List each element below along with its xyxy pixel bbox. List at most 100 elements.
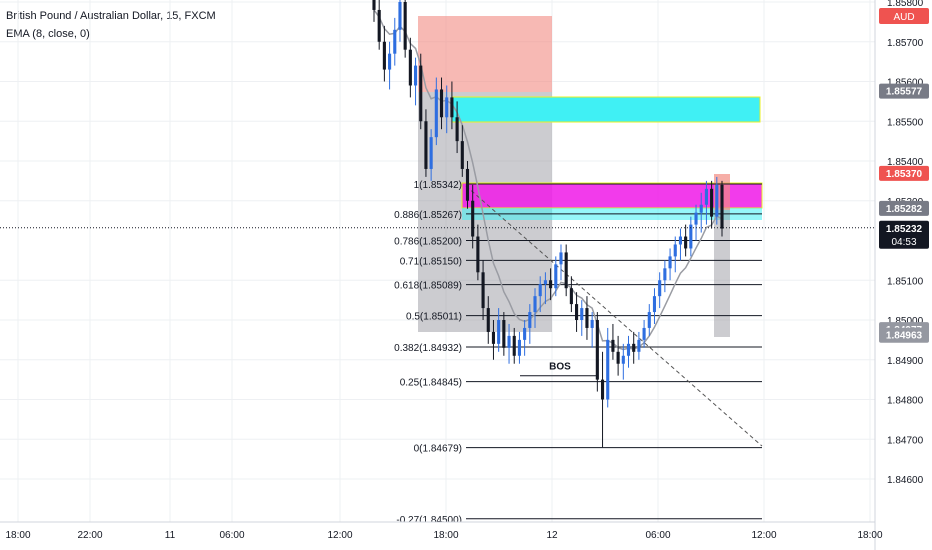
candle-body <box>720 184 724 229</box>
candle-body <box>382 41 386 70</box>
bos-label: BOS <box>549 362 571 373</box>
candle-body <box>642 327 646 340</box>
candle-body <box>429 137 433 169</box>
candle-body <box>445 97 449 118</box>
candle-body <box>486 308 490 332</box>
candle-body <box>517 339 521 356</box>
candle-body <box>450 97 454 118</box>
time-tick: 18:00 <box>5 530 30 541</box>
candle-body <box>616 351 620 364</box>
candle-body <box>465 168 470 201</box>
price-label-bg <box>879 327 929 343</box>
fib-level-label: 0.886(1.85267) <box>394 210 462 221</box>
candle-body <box>455 117 459 142</box>
candle-body <box>663 268 667 281</box>
time-tick: 12:00 <box>751 530 776 541</box>
price-label: 1.85577 <box>886 87 923 98</box>
time-tick: 12 <box>546 530 558 541</box>
indicator-legend[interactable]: EMA (8, close, 0) <box>6 28 90 40</box>
ema-line <box>373 9 723 351</box>
candle-body <box>491 331 496 344</box>
candle-body <box>549 280 553 289</box>
fib-level-label: 0.382(1.84932) <box>394 343 462 354</box>
candle-body <box>403 2 407 50</box>
bos-annotation[interactable]: BOS <box>520 362 596 377</box>
price-tick: 1.85700 <box>887 38 924 49</box>
candle-body <box>559 252 563 265</box>
candle-body <box>408 49 412 86</box>
candle-body <box>398 2 402 30</box>
price-tick: 1.84600 <box>887 475 924 486</box>
candle-body <box>439 89 444 118</box>
candle-body <box>507 335 511 348</box>
countdown-label: 04:53 <box>891 237 916 248</box>
candle-body <box>580 308 584 320</box>
candle-body <box>658 280 662 297</box>
trendline[interactable] <box>465 185 763 447</box>
fib-level-label: 0(1.84679) <box>414 444 462 455</box>
candle-body <box>715 184 719 217</box>
candle-body <box>476 236 480 273</box>
chart-title: British Pound / Australian Dollar, 15, F… <box>6 10 216 22</box>
time-axis[interactable]: 18:00 22:00 11 06:00 12:00 18:00 12 06:00 12:00 1… <box>0 0 883 550</box>
time-tick: 12:00 <box>327 530 352 541</box>
candle-body <box>600 379 605 400</box>
candle-body <box>554 264 558 289</box>
candle-body <box>377 9 381 42</box>
candle-body <box>471 200 475 237</box>
price-label-bg <box>879 220 929 249</box>
price-label: 1.84963 <box>886 331 923 342</box>
candle-body <box>502 320 506 348</box>
candle-body <box>637 339 641 352</box>
time-tick: 06:00 <box>645 530 670 541</box>
position-zones <box>418 16 763 337</box>
candle-body <box>538 284 542 297</box>
candle-body <box>413 65 418 86</box>
candle-body <box>694 212 698 225</box>
candle-body <box>434 89 438 138</box>
price-tick: 1.85400 <box>887 157 924 168</box>
candle-body <box>699 204 703 213</box>
candle-body <box>543 280 547 285</box>
candle-body <box>710 188 714 217</box>
candle-body <box>689 224 693 249</box>
candle-body <box>590 320 594 328</box>
price-tick: 1.85800 <box>887 0 924 9</box>
price-label-bg <box>879 200 929 216</box>
candle-body <box>626 343 631 356</box>
candle-body <box>512 335 516 356</box>
price-axis[interactable]: 1.85800 1.85700 1.85600 1.85500 1.854001.853… <box>875 0 932 550</box>
price-tick: 1.84700 <box>887 435 924 446</box>
price-tick: 1.84800 <box>887 396 924 407</box>
candle-body <box>533 296 537 313</box>
candles <box>372 0 724 448</box>
candle-body <box>652 296 657 313</box>
candle-body <box>523 327 527 340</box>
fib-level-label: 0.25(1.84845) <box>400 378 462 389</box>
candle-body <box>673 244 677 257</box>
candle-body <box>632 343 636 352</box>
price-tick: 1.84900 <box>887 356 924 367</box>
candle-body <box>569 288 573 305</box>
price-label: 1.85370 <box>886 169 923 180</box>
candle-body <box>575 304 579 320</box>
grid <box>0 0 875 522</box>
fib-level-label: 0.618(1.85089) <box>394 281 462 292</box>
candle-body <box>564 252 568 289</box>
currency-badge[interactable]: AUD <box>893 12 914 23</box>
time-tick: 18:00 <box>433 530 458 541</box>
candle-body <box>595 320 599 380</box>
candle-body <box>621 355 625 364</box>
candle-body <box>528 312 532 328</box>
time-tick: 06:00 <box>219 530 244 541</box>
time-axis-bg <box>0 522 875 550</box>
candle-body <box>668 256 672 269</box>
candle-body <box>606 339 610 400</box>
price-label-bg <box>879 83 929 99</box>
currency-badge-bg <box>879 8 929 24</box>
time-tick: 22:00 <box>77 530 102 541</box>
fib-level-label: 0.71(1.85150) <box>400 256 462 267</box>
candle-body <box>424 121 428 169</box>
candle-body <box>704 188 708 205</box>
